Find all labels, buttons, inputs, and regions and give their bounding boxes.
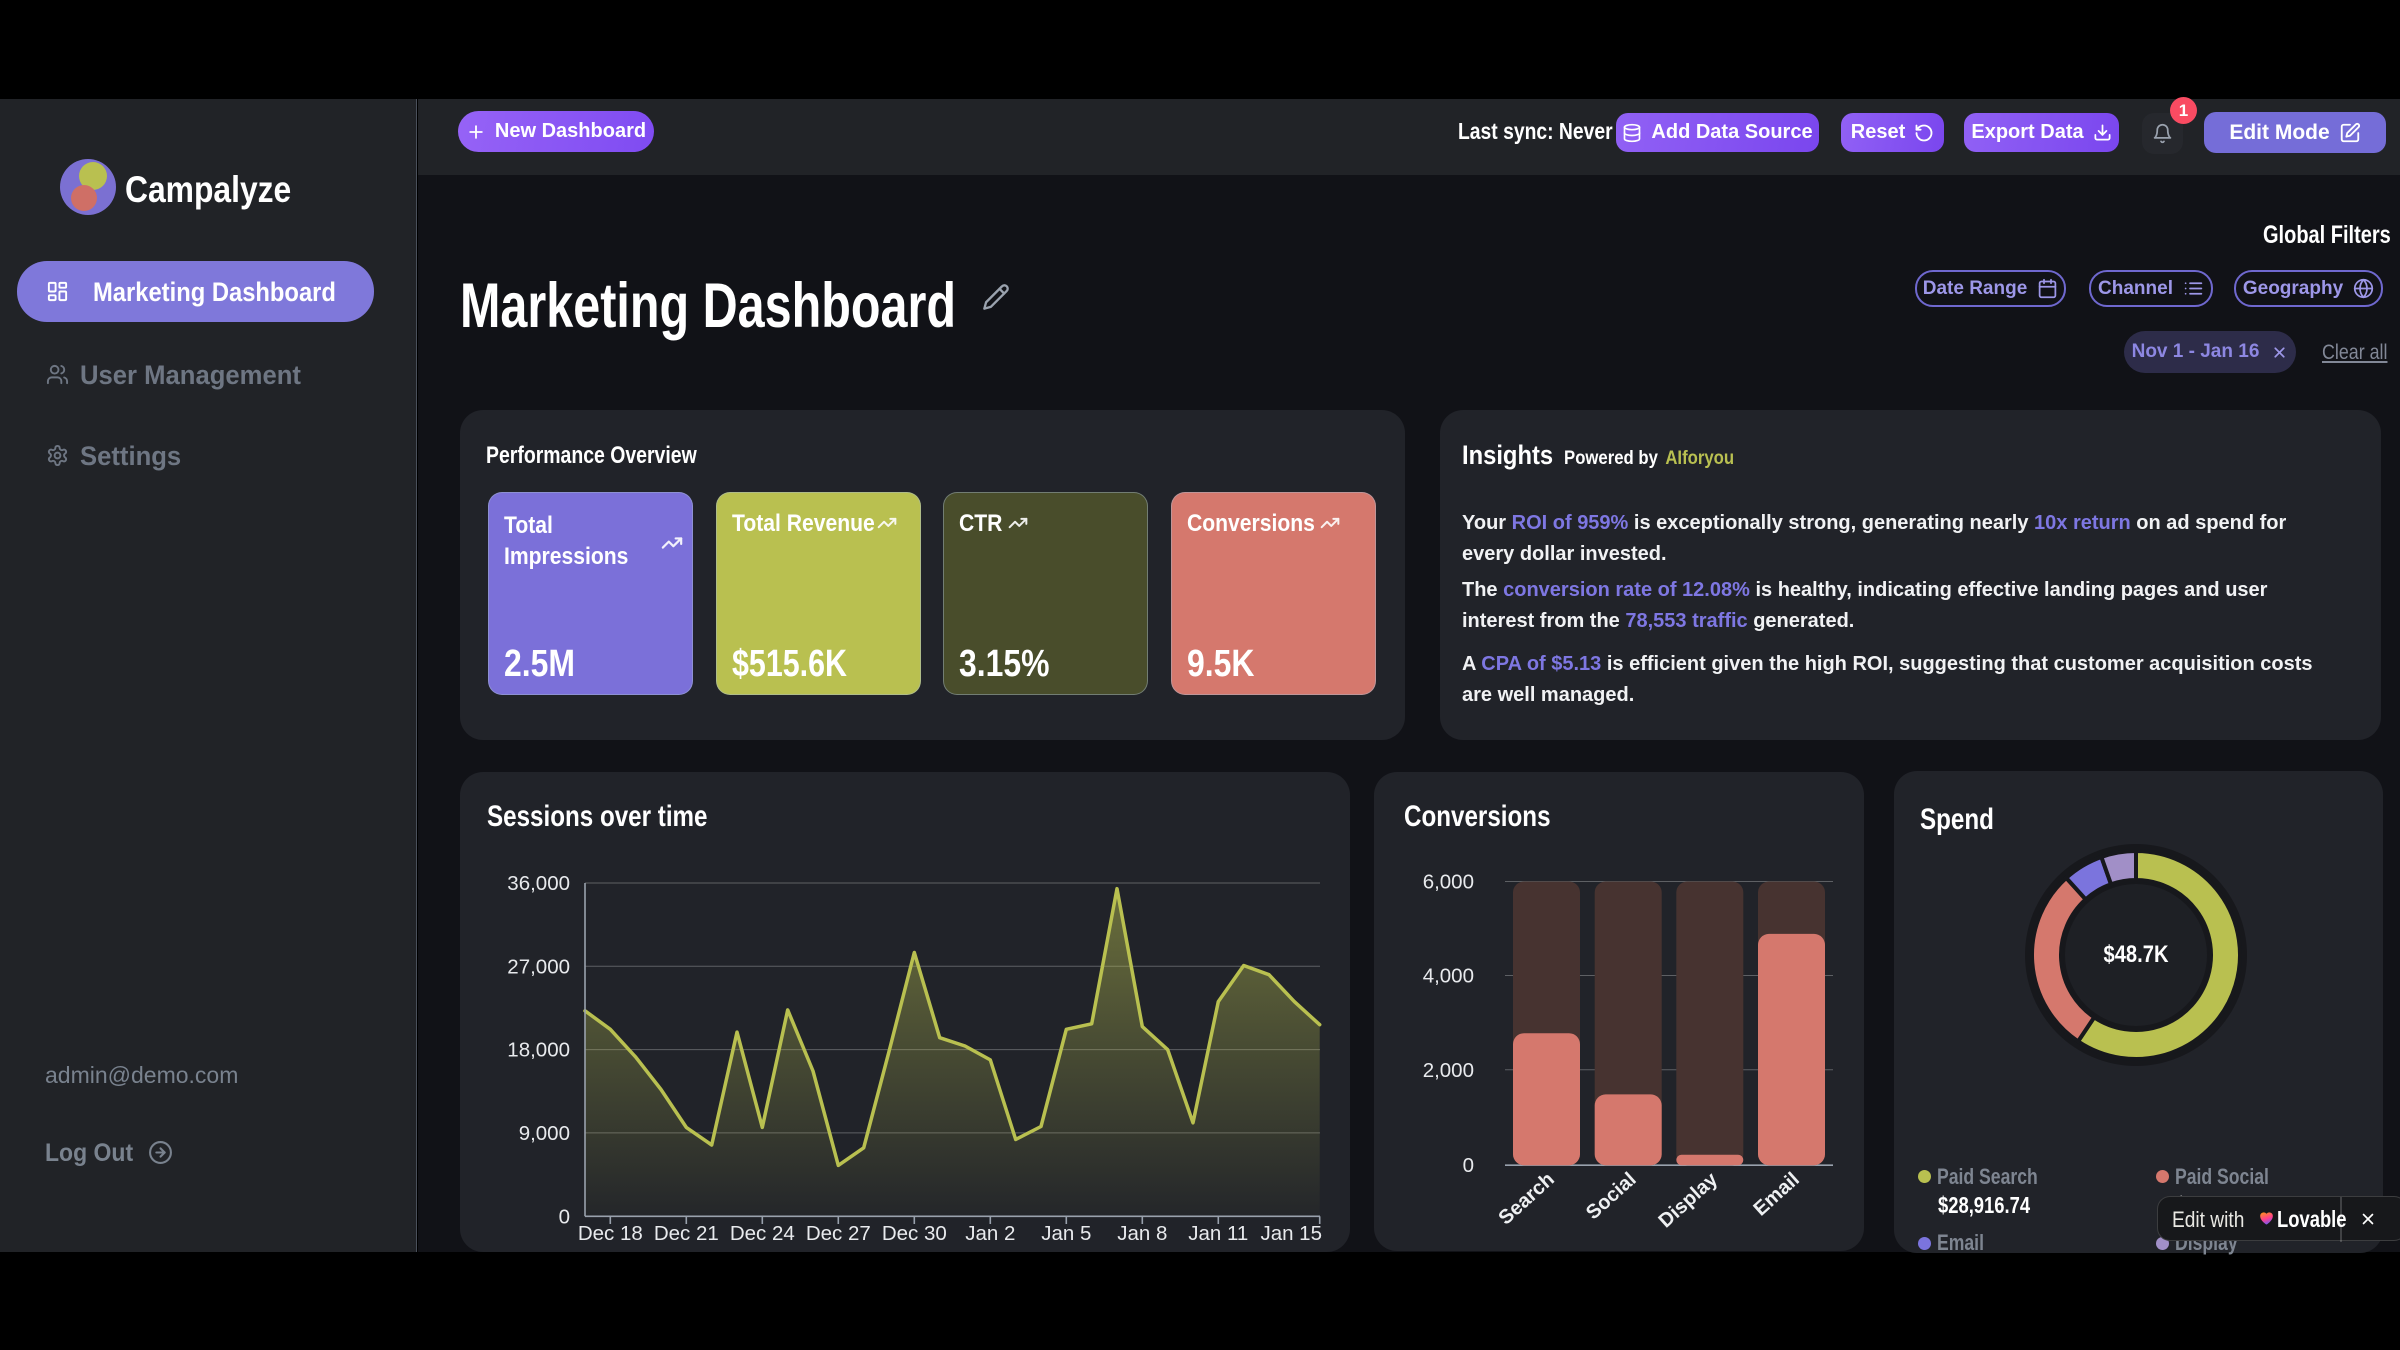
svg-text:Jan 15: Jan 15 xyxy=(1260,1222,1322,1245)
svg-text:18,000: 18,000 xyxy=(507,1039,570,1062)
svg-text:Jan 2: Jan 2 xyxy=(965,1222,1015,1245)
svg-text:Jan 5: Jan 5 xyxy=(1041,1222,1091,1245)
svg-text:27,000: 27,000 xyxy=(507,955,570,978)
svg-text:Jan 8: Jan 8 xyxy=(1117,1222,1167,1245)
svg-text:Jan 11: Jan 11 xyxy=(1188,1222,1248,1245)
svg-text:6,000: 6,000 xyxy=(1423,871,1474,894)
svg-text:Dec 18: Dec 18 xyxy=(578,1222,643,1245)
svg-text:Dec 24: Dec 24 xyxy=(730,1222,795,1245)
svg-text:Dec 30: Dec 30 xyxy=(882,1222,947,1245)
svg-text:4,000: 4,000 xyxy=(1423,965,1474,988)
svg-text:Search: Search xyxy=(1495,1168,1559,1229)
svg-text:Display: Display xyxy=(1655,1168,1723,1233)
svg-text:9,000: 9,000 xyxy=(519,1122,570,1145)
svg-text:0: 0 xyxy=(1463,1154,1474,1177)
svg-text:Social: Social xyxy=(1582,1168,1641,1224)
svg-text:Email: Email xyxy=(1749,1168,1803,1220)
svg-text:36,000: 36,000 xyxy=(507,872,570,895)
svg-text:2,000: 2,000 xyxy=(1423,1059,1474,1082)
svg-text:Dec 27: Dec 27 xyxy=(806,1222,871,1245)
svg-text:Dec 21: Dec 21 xyxy=(654,1222,719,1245)
svg-text:0: 0 xyxy=(559,1205,570,1228)
